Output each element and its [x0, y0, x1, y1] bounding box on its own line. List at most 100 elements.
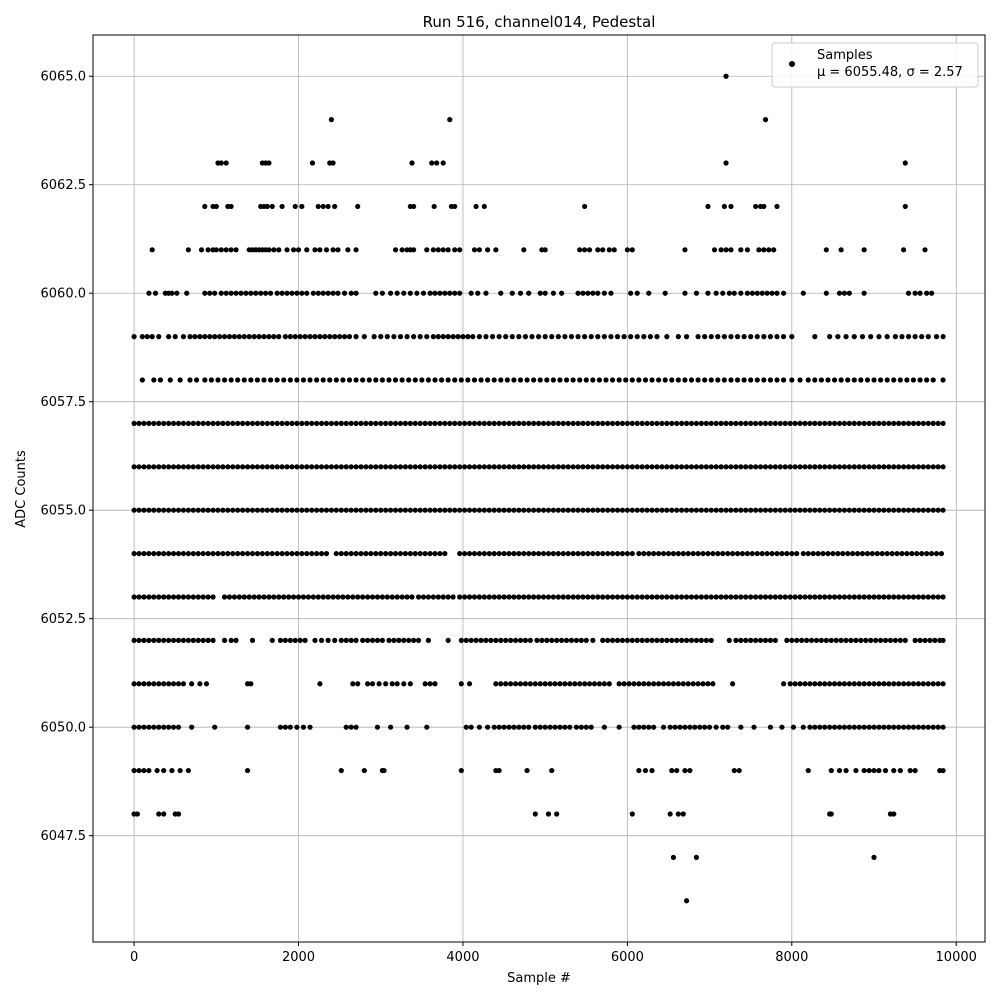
data-point	[608, 290, 614, 296]
data-point	[784, 637, 790, 643]
data-point	[323, 550, 330, 557]
data-point	[478, 377, 484, 383]
data-point	[516, 464, 522, 470]
data-point	[315, 290, 321, 296]
data-point	[609, 377, 616, 383]
data-point	[682, 724, 688, 730]
data-point	[595, 334, 601, 340]
data-point	[562, 334, 568, 340]
data-point	[338, 550, 344, 557]
data-point	[731, 290, 737, 296]
data-point	[235, 464, 241, 470]
data-point	[131, 420, 137, 427]
data-point	[460, 334, 466, 340]
data-point	[812, 377, 818, 383]
data-point	[723, 507, 729, 513]
data-point	[141, 550, 147, 557]
data-point	[401, 290, 407, 296]
data-point	[629, 550, 635, 557]
data-point	[205, 594, 211, 600]
data-point	[378, 464, 384, 470]
data-point	[526, 594, 532, 600]
data-point	[437, 420, 443, 427]
data-point	[836, 507, 843, 513]
data-point	[156, 334, 162, 340]
data-point	[772, 637, 778, 643]
data-point	[915, 681, 922, 687]
data-point	[812, 507, 818, 513]
data-point	[810, 550, 816, 557]
chart-title: Run 516, channel014, Pedestal	[423, 13, 656, 31]
data-point	[267, 377, 274, 383]
data-point	[787, 464, 793, 470]
data-point	[407, 290, 413, 296]
data-point	[348, 464, 354, 470]
data-point	[330, 160, 336, 166]
data-point	[664, 507, 670, 513]
data-point	[555, 334, 561, 340]
data-point	[422, 464, 428, 470]
data-point	[373, 507, 379, 513]
data-point	[646, 550, 652, 557]
data-point	[430, 334, 436, 340]
data-point	[725, 724, 731, 730]
data-point	[341, 334, 348, 340]
data-point	[284, 507, 290, 513]
data-point	[200, 550, 206, 557]
data-point	[549, 334, 555, 340]
data-point	[284, 420, 290, 427]
data-point	[761, 334, 767, 340]
data-point	[397, 464, 404, 470]
data-point	[170, 464, 177, 470]
data-point	[861, 464, 867, 470]
data-point	[748, 464, 754, 470]
data-point	[432, 377, 438, 383]
data-point	[565, 420, 571, 427]
data-point	[601, 681, 607, 687]
data-point	[897, 767, 903, 774]
data-point	[807, 420, 813, 427]
data-point	[526, 550, 532, 557]
data-point	[757, 507, 764, 513]
data-point	[828, 767, 834, 774]
data-point	[920, 507, 926, 513]
data-point	[532, 681, 538, 687]
data-point	[928, 550, 935, 557]
data-point	[846, 681, 852, 687]
data-point	[542, 681, 548, 687]
data-point	[827, 420, 833, 427]
data-point	[915, 724, 922, 730]
data-point	[876, 724, 882, 730]
data-point	[718, 464, 724, 470]
data-point	[753, 594, 759, 600]
data-point	[549, 637, 555, 643]
data-point	[550, 594, 556, 600]
data-point	[674, 507, 680, 513]
data-point	[596, 377, 603, 383]
data-point	[305, 594, 311, 600]
data-point	[891, 507, 897, 513]
data-point	[723, 464, 729, 470]
data-point	[369, 681, 376, 687]
data-point	[817, 420, 823, 427]
data-point	[274, 420, 280, 427]
data-point	[670, 854, 677, 860]
data-point	[498, 637, 504, 643]
data-point	[388, 420, 394, 427]
data-point	[189, 724, 195, 730]
data-point	[394, 681, 400, 687]
data-point	[866, 724, 872, 730]
data-point	[930, 594, 936, 600]
data-point	[289, 507, 295, 513]
data-point	[200, 420, 206, 427]
data-point	[575, 420, 581, 427]
data-point	[698, 464, 704, 470]
data-point	[368, 550, 374, 557]
data-point	[915, 594, 922, 600]
data-point	[792, 464, 798, 470]
data-point	[831, 724, 838, 730]
data-point	[302, 637, 308, 643]
data-point	[440, 160, 446, 166]
data-point	[190, 464, 196, 470]
data-point	[330, 290, 336, 296]
